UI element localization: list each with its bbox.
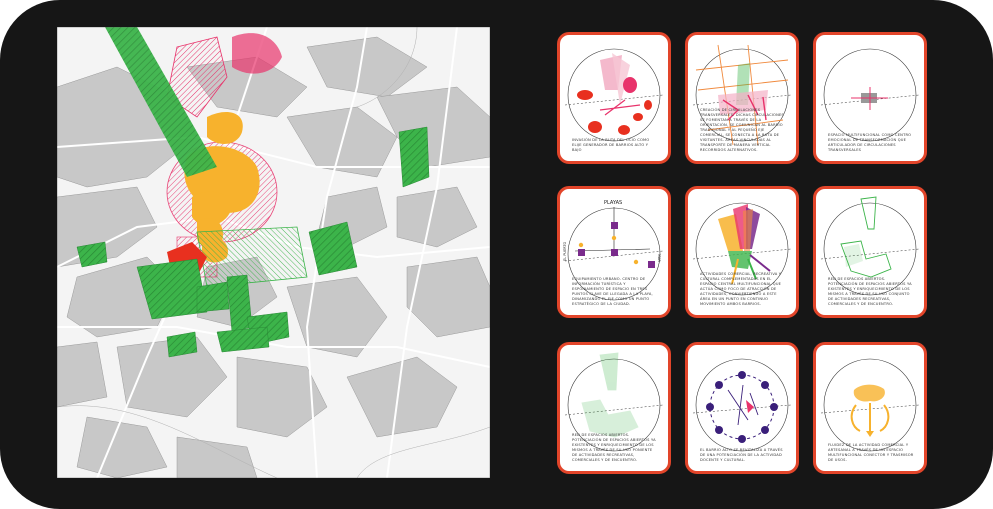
diagram-card-1: INVASIÓN DE LA RUTA DEL OCIO COMO ELIJE … — [557, 32, 671, 164]
urban-site-plan — [56, 26, 491, 479]
yellow-flow-icon — [820, 358, 920, 452]
card-1-caption: INVASIÓN DE LA RUTA DEL OCIO COMO ELIJE … — [572, 138, 650, 152]
card-7-caption: RED DE ESPACIOS ABIERTOS. POTENCIACIÓN D… — [572, 433, 656, 462]
diagram-card-2: CREACIÓN DE CIRCULACIONES TRANSVERSALES.… — [685, 32, 799, 164]
card-8-caption: EL BARRIO ALTO SE REVITALIZA A TRAVÉS DE… — [700, 448, 783, 462]
pink-red-blobs-icon — [564, 48, 664, 142]
puerto-label: EL PUERTO — [563, 242, 567, 261]
beach-info-icon: PLAYAS EL PUERTO MAR — [563, 200, 664, 301]
diagram-card-7: RED DE ESPACIOS ABIERTOS. POTENCIACIÓN D… — [557, 342, 671, 474]
orange-lines-icon — [692, 44, 792, 146]
card-9-caption: FLUIDEZ DE LA ACTIVIDAD COMERCIAL Y ARTE… — [828, 443, 914, 462]
green-diagonal-corridor — [105, 27, 308, 288]
purple-ring-icon — [692, 358, 792, 452]
diagram-card-3: ESPACIO MULTIFUNCIONAL COMO CENTRO EMOCI… — [813, 32, 927, 164]
green-network-icon-2 — [564, 352, 664, 452]
diagram-card-9: FLUIDEZ DE LA ACTIVIDAD COMERCIAL Y ARTE… — [813, 342, 927, 474]
diagram-card-8: EL BARRIO ALTO SE REVITALIZA A TRAVÉS DE… — [685, 342, 799, 474]
card-5-caption: ACTIVIDADES COMERCIAL, RECREATIVA Y CULT… — [700, 272, 782, 306]
mar-label: MAR — [657, 254, 661, 262]
card-4-caption: EQUIPAMIENTO URBANO. CENTRO DE INFORMACI… — [572, 277, 653, 306]
city-blocks — [56, 36, 491, 479]
green-open-spaces — [76, 126, 430, 358]
center-node-icon — [820, 48, 920, 142]
playas-label: PLAYAS — [604, 200, 622, 206]
diagram-card-6: RED DE ESPACIOS ABIERTOS. POTENCIACIÓN D… — [813, 186, 927, 318]
card-2-caption: CREACIÓN DE CIRCULACIONES TRANSVERSALES.… — [700, 108, 784, 152]
diagram-card-4: PLAYAS EL PUERTO MAR EQUIPAMIENTO URBANO… — [557, 186, 671, 318]
activity-fan-icon — [692, 202, 792, 296]
card-6-caption: RED DE ESPACIOS ABIERTOS. POTENCIACIÓN D… — [828, 277, 912, 306]
site-plan-drawing — [56, 26, 491, 479]
card-3-caption: ESPACIO MULTIFUNCIONAL COMO CENTRO EMOCI… — [828, 133, 912, 152]
diagram-card-5: ACTIVIDADES COMERCIAL, RECREATIVA Y CULT… — [685, 186, 799, 318]
green-network-icon — [820, 196, 920, 296]
